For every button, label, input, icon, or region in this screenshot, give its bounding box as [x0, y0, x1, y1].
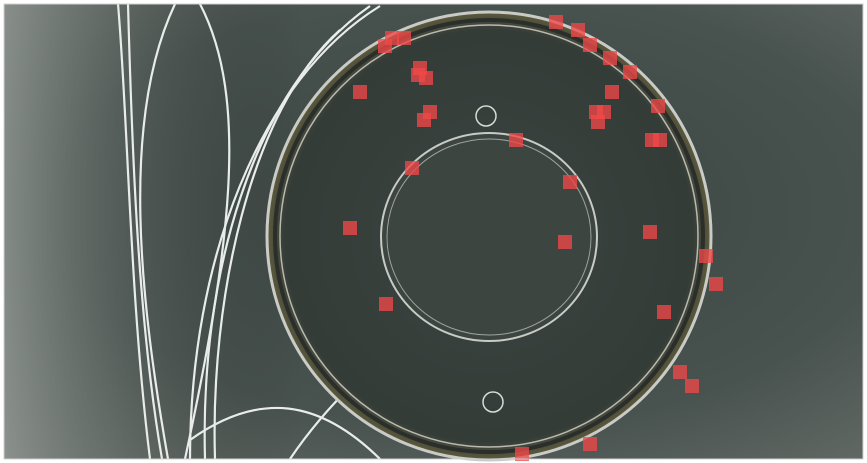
detection-box	[603, 51, 617, 65]
pen-inner-rail	[279, 24, 699, 448]
detection-box	[397, 31, 411, 45]
detection-box	[657, 305, 671, 319]
detection-box	[591, 115, 605, 129]
detection-box	[685, 379, 699, 393]
pen-outer-ring	[265, 10, 713, 462]
rope	[213, 29, 341, 460]
detection-box	[605, 85, 619, 99]
rope	[116, 3, 152, 460]
rope	[189, 406, 381, 460]
buoy-ring	[482, 391, 504, 413]
detection-box	[379, 297, 393, 311]
detection-box	[571, 23, 585, 37]
detection-box	[653, 133, 667, 147]
detection-box	[699, 249, 713, 263]
detection-box	[417, 113, 431, 127]
detection-box	[405, 161, 419, 175]
detection-box	[378, 39, 392, 53]
detection-box	[509, 133, 523, 147]
image-border	[3, 3, 864, 460]
detection-box	[353, 85, 367, 99]
rope	[188, 5, 381, 460]
detection-markers	[343, 15, 723, 461]
inner-ring-rail	[386, 138, 592, 336]
detection-box	[563, 175, 577, 189]
detection-box	[651, 99, 665, 113]
rope	[139, 3, 176, 460]
detection-box	[343, 221, 357, 235]
inner-ring	[380, 132, 598, 342]
detection-box	[623, 65, 637, 79]
rope	[183, 3, 231, 460]
water-glare	[4, 4, 304, 459]
rope	[126, 3, 164, 460]
pen-walkway	[273, 18, 705, 454]
detection-box	[709, 277, 723, 291]
detection-box	[583, 38, 597, 52]
detection-box	[673, 365, 687, 379]
detection-box	[549, 15, 563, 29]
detection-box	[583, 437, 597, 451]
detection-box	[558, 235, 572, 249]
buoy-ring	[475, 105, 497, 127]
detection-box	[643, 225, 657, 239]
detection-box	[411, 68, 425, 82]
detection-box	[515, 447, 529, 461]
